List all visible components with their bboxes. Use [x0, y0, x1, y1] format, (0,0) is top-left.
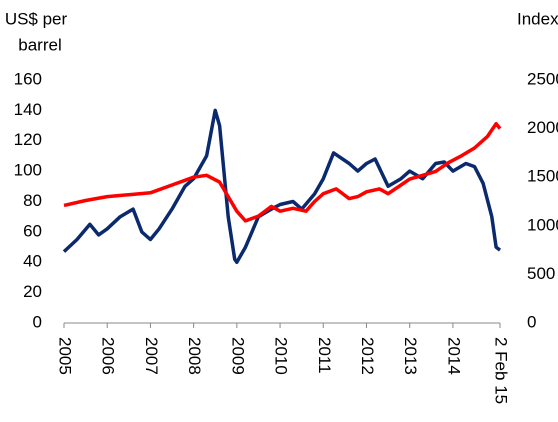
y2-tick-label: 0: [527, 312, 536, 331]
x-tick-label: 2011: [315, 337, 334, 374]
y-tick-label: 160: [14, 69, 42, 88]
x-tick-label: 2013: [401, 337, 420, 375]
x-tick-label: 2009: [228, 337, 247, 375]
x-tick-label: 2008: [185, 337, 204, 375]
y-tick-label: 140: [14, 100, 42, 119]
x-tick-label: 2010: [272, 337, 291, 375]
y-tick-label: 100: [14, 161, 42, 180]
x-tick-label: 2 Feb 15: [492, 337, 511, 404]
line-series: [62, 108, 502, 265]
x-tick-label: 2012: [358, 337, 377, 375]
y2-tick-label: 2000: [527, 118, 558, 137]
y2-tick-label: 1000: [527, 215, 558, 234]
x-tick-label: 2007: [142, 337, 161, 375]
y-tick-label: 80: [23, 191, 42, 210]
x-tick-label: 2006: [99, 337, 118, 375]
y2-tick-label: 2500: [527, 69, 558, 88]
y-tick-label: 60: [23, 221, 42, 240]
x-tick-label: 2014: [444, 337, 463, 375]
y-tick-label: 20: [23, 282, 42, 301]
y2-tick-label: 1500: [527, 167, 558, 186]
y-axis-label: barrel: [18, 35, 61, 54]
y-tick-label: 120: [14, 130, 42, 149]
y-tick-label: 40: [23, 252, 42, 271]
x-tick-label: 2005: [56, 337, 75, 375]
line-series: [63, 121, 502, 223]
y2-tick-label: 500: [527, 264, 555, 283]
y-tick-label: 0: [33, 312, 42, 331]
y2-axis-label: Index: [517, 9, 558, 28]
y-axis-label: US$ per: [5, 9, 68, 28]
